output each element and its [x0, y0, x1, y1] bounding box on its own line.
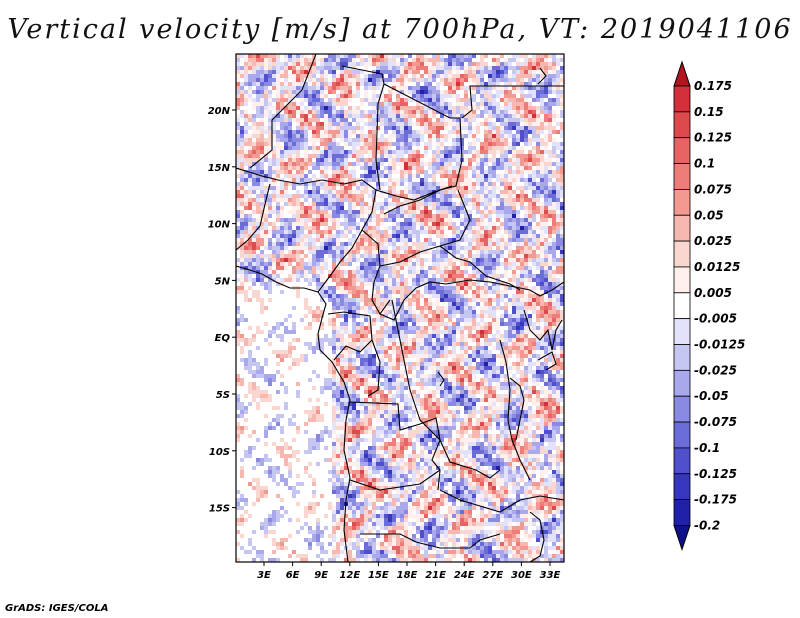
- grads-credit: GrADS: IGES/COLA: [5, 603, 109, 614]
- colorbar-segment: [673, 214, 691, 242]
- colorbar-segment: [673, 111, 691, 139]
- lon-tick-label: 30E: [511, 570, 532, 581]
- colorbar-segment: [673, 447, 691, 475]
- lon-tick-label: 9E: [314, 570, 328, 581]
- lat-tick-label: 10S: [209, 447, 230, 458]
- colorbar: 0.175 0.15 0.125 0.1 0.075 0.05 0.025 0.0125 0.0…: [673, 60, 745, 552]
- lon-tick-label: 27E: [482, 570, 503, 581]
- country-borders: [236, 54, 564, 562]
- colorbar-label: 0.025: [694, 234, 732, 248]
- lat-tick-label: 5S: [216, 390, 230, 401]
- colorbar-segment: [673, 266, 691, 294]
- colorbar-label: -0.1: [694, 441, 720, 455]
- colorbar-segment: [673, 499, 691, 526]
- colorbar-bottom-arrow: [673, 524, 691, 552]
- colorbar-segment: [673, 240, 691, 268]
- map-frame: [235, 53, 565, 563]
- lon-tick-label: 18E: [397, 570, 418, 581]
- latitude-axis: 20N 15N 10N 5N EQ 5S 10S 15S: [208, 106, 236, 515]
- colorbar-label: 0.05: [694, 208, 724, 222]
- colorbar-label: -0.2: [694, 518, 720, 532]
- colorbar-label: 0.075: [694, 182, 732, 196]
- colorbar-label: -0.05: [694, 389, 729, 403]
- colorbar-label: 0.15: [694, 105, 724, 119]
- colorbar-segment: [673, 188, 691, 216]
- longitude-axis: 3E 6E 9E 12E 15E 18E 21E 24E 27E 30E 33E: [257, 562, 561, 581]
- lon-tick-label: 24E: [454, 570, 475, 581]
- lon-tick-label: 15E: [368, 570, 389, 581]
- map-plot-area: [235, 53, 565, 563]
- colorbar-segment: [673, 163, 691, 190]
- colorbar-segment: [673, 85, 691, 113]
- colorbar-segment: [673, 473, 691, 501]
- colorbar-label: -0.075: [694, 415, 737, 429]
- colorbar-segment: [673, 292, 691, 320]
- velocity-field: [236, 54, 564, 562]
- lat-tick-label: EQ: [215, 333, 231, 344]
- lat-tick-label: 15S: [209, 504, 230, 515]
- colorbar-label: -0.025: [694, 363, 737, 377]
- lat-tick-label: 10N: [208, 220, 231, 231]
- colorbar-label: -0.125: [694, 467, 737, 481]
- colorbar-segment: [673, 318, 691, 345]
- colorbar-top-arrow: [673, 60, 691, 87]
- colorbar-label: -0.175: [694, 493, 737, 507]
- colorbar-segment: [673, 137, 691, 164]
- colorbar-label: 0.005: [694, 286, 732, 300]
- colorbar-segment: [673, 344, 691, 371]
- lon-tick-label: 21E: [425, 570, 446, 581]
- colorbar-segment: [673, 395, 691, 423]
- map-title: Vertical velocity [m/s] at 700hPa, VT: 2…: [7, 14, 793, 45]
- lon-tick-label: 6E: [286, 570, 300, 581]
- colorbar-segment: [673, 369, 691, 397]
- lon-tick-label: 3E: [257, 570, 271, 581]
- colorbar-label: 0.175: [694, 79, 732, 93]
- colorbar-label: 0.125: [694, 131, 732, 145]
- colorbar-segment: [673, 421, 691, 449]
- lat-tick-label: 20N: [208, 106, 231, 117]
- lon-tick-label: 33E: [540, 570, 561, 581]
- lon-tick-label: 12E: [339, 570, 360, 581]
- lat-tick-label: 15N: [208, 163, 231, 174]
- colorbar-label: -0.0125: [694, 338, 745, 352]
- colorbar-label: -0.005: [694, 312, 737, 326]
- colorbar-label: 0.0125: [694, 260, 740, 274]
- colorbar-label: 0.1: [694, 157, 715, 171]
- lat-tick-label: 5N: [215, 276, 231, 287]
